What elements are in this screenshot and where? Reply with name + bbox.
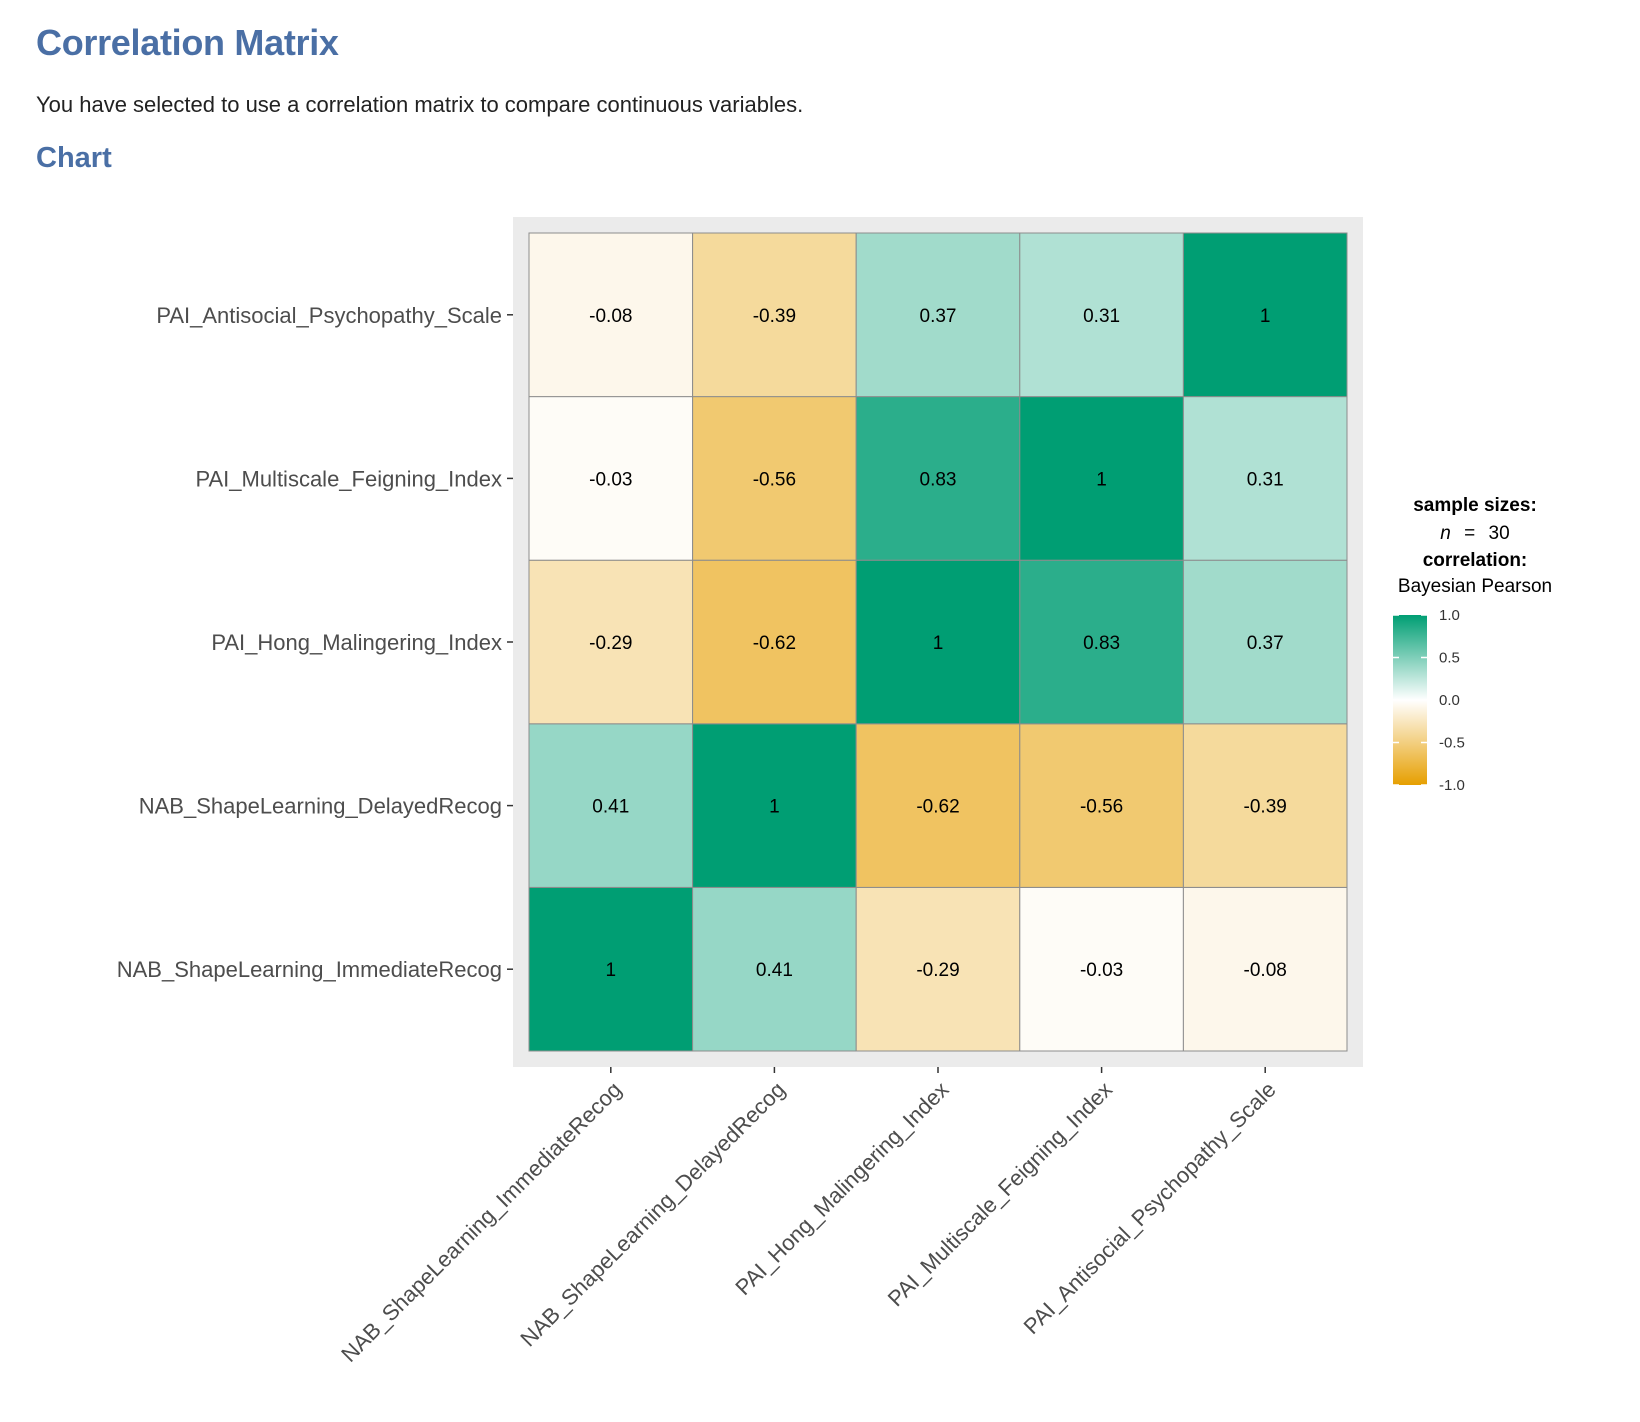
heatmap-cell — [1182, 559, 1348, 725]
y-axis: NAB_ShapeLearning_ImmediateRecog NAB_Shap… — [117, 303, 513, 982]
legend-n-value: 30 — [1489, 523, 1510, 544]
cell-value-label: -0.29 — [916, 960, 959, 981]
heatmap-cell — [528, 886, 694, 1052]
heatmap-cell — [855, 396, 1021, 561]
heatmap-cell — [1019, 396, 1184, 561]
section-title-chart: Chart — [36, 142, 112, 174]
cell-value-label: 0.31 — [1083, 306, 1120, 327]
cell-value-label: 0.37 — [920, 306, 957, 327]
legend: sample sizes: n = 30 correlation: Bayesi… — [1393, 495, 1552, 794]
heatmap-cell — [855, 886, 1021, 1052]
cell-value-label: -0.62 — [916, 797, 959, 818]
legend-correlation-title: correlation: — [1423, 550, 1528, 571]
heatmap-cells — [528, 232, 1348, 1052]
legend-tick-label: -1.0 — [1439, 777, 1465, 794]
legend-tick-label: -0.5 — [1439, 735, 1465, 752]
x-axis: NAB_ShapeLearning_ImmediateRecogNAB_Shap… — [336, 1067, 1281, 1367]
heatmap-cell — [1182, 396, 1348, 561]
cell-value-label: 1 — [769, 797, 780, 818]
cell-value-label: -0.39 — [753, 306, 796, 327]
legend-n-equals: = — [1464, 523, 1475, 544]
legend-sample-size: n = 30 — [1440, 523, 1509, 544]
legend-correlation-method: Bayesian Pearson — [1398, 576, 1552, 597]
cell-value-label: 1 — [1260, 306, 1271, 327]
legend-sample-sizes-title: sample sizes: — [1413, 495, 1537, 516]
cell-value-label: -0.62 — [753, 633, 796, 654]
heatmap-cell — [1019, 723, 1184, 888]
cell-value-label: 0.41 — [592, 797, 629, 818]
cell-value-label: 0.37 — [1247, 633, 1284, 654]
legend-tick-label: 1.0 — [1439, 607, 1460, 624]
heatmap-cell — [1182, 723, 1348, 888]
heatmap-cell — [1182, 232, 1348, 398]
page-description: You have selected to use a correlation m… — [36, 92, 804, 117]
x-axis-tick-label: PAI_Antisocial_Psychopathy_Scale — [1019, 1077, 1281, 1339]
y-axis-tick-label: PAI_Multiscale_Feigning_Index — [195, 466, 502, 491]
heatmap-cell-labels: 1 0.41 -0.29 -0.03 -0.08 0.41 1 -0.62 -0.56 -0.39… — [589, 306, 1287, 981]
cell-value-label: 1 — [1096, 469, 1107, 490]
cell-value-label: -0.56 — [753, 469, 796, 490]
cell-value-label: -0.08 — [1244, 960, 1287, 981]
heatmap-cell — [1019, 232, 1184, 398]
y-axis-tick-label: PAI_Hong_Malingering_Index — [211, 630, 502, 655]
cell-value-label: -0.08 — [589, 306, 632, 327]
heatmap-cell — [1019, 559, 1184, 725]
page-title: Correlation Matrix — [36, 22, 339, 63]
cell-value-label: 1 — [933, 633, 944, 654]
heatmap-cell — [855, 723, 1021, 888]
cell-value-label: -0.29 — [589, 633, 632, 654]
cell-value-label: 0.83 — [1083, 633, 1120, 654]
cell-value-label: -0.03 — [1080, 960, 1123, 981]
legend-n-symbol: n — [1440, 523, 1451, 544]
heatmap-cell — [855, 559, 1021, 725]
cell-value-label: 0.31 — [1247, 469, 1284, 490]
heatmap-cell — [692, 886, 857, 1052]
cell-value-label: 0.83 — [920, 469, 957, 490]
cell-value-label: -0.56 — [1080, 797, 1123, 818]
heatmap-cell — [692, 559, 857, 725]
legend-ticks: 1.0 0.5 0.0 -0.5 -1.0 — [1393, 607, 1465, 794]
heatmap-cell — [1019, 886, 1184, 1052]
y-axis-tick-label: PAI_Antisocial_Psychopathy_Scale — [156, 303, 502, 328]
heatmap-cell — [855, 232, 1021, 398]
heatmap-cell — [528, 232, 694, 398]
x-axis-tick-label: NAB_ShapeLearning_DelayedRecog — [515, 1077, 790, 1352]
cell-value-label: 1 — [606, 960, 617, 981]
y-axis-tick-label: NAB_ShapeLearning_ImmediateRecog — [117, 957, 502, 982]
y-axis-tick-label: NAB_ShapeLearning_DelayedRecog — [139, 794, 502, 819]
heatmap-cell — [528, 723, 694, 888]
legend-tick-label: 0.5 — [1439, 650, 1460, 667]
cell-value-label: -0.03 — [589, 469, 632, 490]
heatmap-cell — [692, 232, 857, 398]
heatmap-cell — [692, 723, 857, 888]
x-axis-tick-label: NAB_ShapeLearning_ImmediateRecog — [336, 1077, 626, 1367]
cell-value-label: -0.39 — [1244, 797, 1287, 818]
legend-tick-label: 0.0 — [1439, 692, 1460, 709]
cell-value-label: 0.41 — [756, 960, 793, 981]
heatmap-cell — [1182, 886, 1348, 1052]
